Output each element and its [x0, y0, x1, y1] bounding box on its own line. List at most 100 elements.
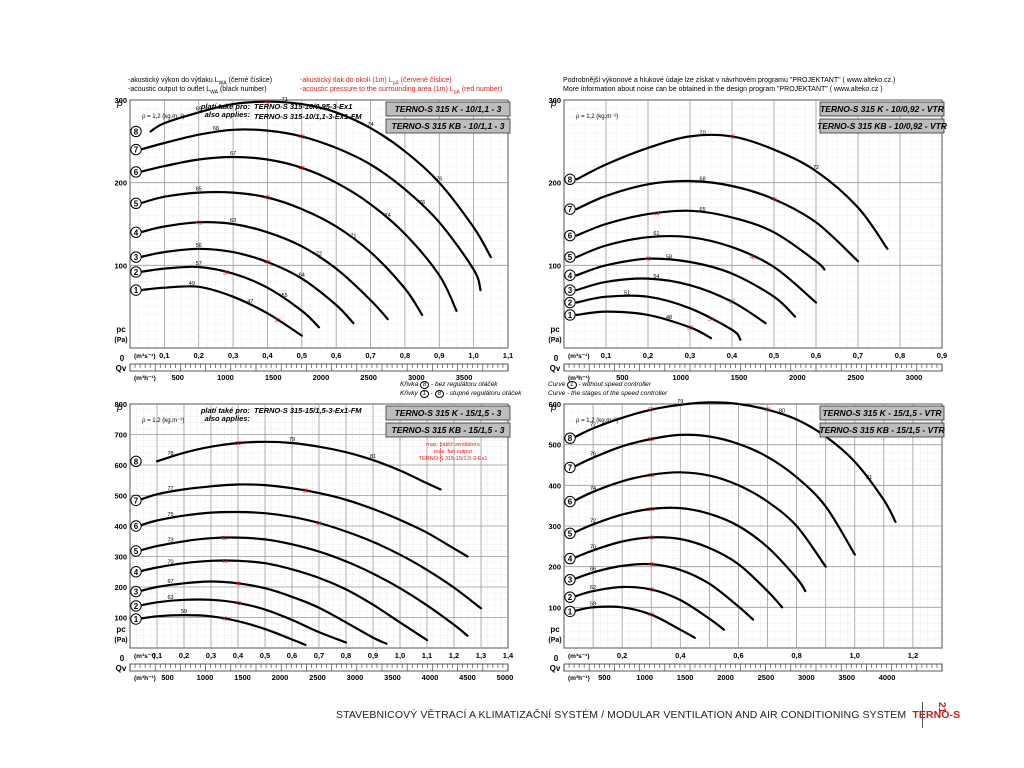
- y-axis-label: pc: [116, 325, 126, 334]
- y-tick-label: 300: [548, 522, 561, 531]
- curve-number-badge: [564, 461, 576, 474]
- y-tick-label: 500: [548, 441, 561, 450]
- curve-2: [575, 294, 742, 341]
- x-tick-m3s: 0,8: [791, 651, 801, 660]
- lpa-label: 46: [299, 166, 305, 172]
- lwa-label: 69: [196, 106, 202, 112]
- title-box: [385, 405, 511, 421]
- curve-number-badge: [130, 494, 142, 507]
- lwa-label: 66: [590, 566, 596, 572]
- curve-5: [571, 506, 807, 593]
- chart-title-2: TERNO-S 315 KB - 10/0,92 - VTR: [817, 121, 948, 131]
- curve-number-badge: [564, 495, 576, 508]
- lwa-label: 72: [590, 518, 596, 524]
- y-axis-label: pc: [550, 625, 560, 634]
- curve-2: [137, 598, 348, 644]
- y-tick-label: 100: [548, 261, 561, 270]
- x-tick-m3h: 3500: [384, 673, 401, 682]
- lwa-label: 76: [590, 452, 596, 458]
- curve-1: [575, 310, 713, 340]
- lpa-label: 56: [302, 489, 308, 495]
- lpa-label: 48: [299, 134, 305, 140]
- y-tick-label: 100: [548, 603, 561, 612]
- x-tick-m3h: 1000: [197, 673, 214, 682]
- curve-number-badge: [130, 125, 142, 138]
- y-axis-unit: (Pa): [114, 337, 127, 344]
- x-tick-m3s: 1,0: [395, 651, 405, 660]
- curve-number-badge: [130, 455, 142, 468]
- curve-number-label: 1: [134, 615, 139, 624]
- also-label-en: also applies:: [205, 414, 251, 423]
- x-tick-m3h: 1500: [677, 673, 694, 682]
- x-tick-m3s: 0,5: [769, 351, 779, 360]
- x-tick-m3h: 1500: [731, 373, 748, 382]
- x-tick-m3h: 5000: [497, 673, 514, 682]
- density-note: ρ = 1,2 (kg.m⁻³): [576, 114, 618, 120]
- x-tick-m3s: 0,9: [937, 351, 947, 360]
- curve-number-badge: [130, 166, 142, 178]
- x-unit-m3h: (m³h⁻¹): [568, 375, 590, 382]
- lpa-label: 57: [648, 408, 654, 414]
- x-unit-m3h: (m³h⁻¹): [568, 675, 590, 682]
- x-tick-m3h: 1000: [636, 673, 653, 682]
- legend-cz-curves-1-8: Křivky 1 - 8 - stupně regulátoru otáček: [400, 390, 522, 398]
- page-number: 21: [922, 702, 947, 728]
- y-tick-label: 600: [548, 400, 561, 409]
- lwa-label: 79: [289, 437, 295, 443]
- lpa-label: 44: [653, 211, 659, 217]
- curve-number-label: 2: [568, 299, 573, 308]
- lwa-label: 70: [167, 559, 173, 565]
- curve-1: [137, 613, 307, 646]
- lpa-label: 29: [687, 325, 693, 331]
- x-tick-m3s: 0,7: [365, 351, 375, 360]
- lwa-label: 47: [247, 299, 253, 305]
- x-tick-m3h: 1000: [672, 373, 689, 382]
- curve-number-badge: [564, 251, 576, 263]
- x-tick-m3s: 0,5: [260, 651, 270, 660]
- lpa-label: 43: [235, 601, 241, 607]
- lwa-label: 79: [677, 399, 683, 405]
- lpa-label: 49: [264, 100, 270, 106]
- lwa-label: 55: [282, 293, 288, 299]
- lwa-label: 51: [624, 291, 630, 297]
- curve-8: [575, 133, 889, 250]
- title-box-2: [385, 118, 511, 134]
- lwa-label: 72: [813, 165, 819, 171]
- header-right-line2: More information about noise can be obta…: [563, 86, 883, 93]
- curve-number-label: 5: [568, 253, 573, 262]
- chart-title-2: TERNO-S 315 KB - 15/1,5 - 3: [392, 425, 505, 435]
- lwa-label: 77: [167, 486, 173, 492]
- curve-number-badge: [564, 591, 576, 603]
- lwa-label: 72: [316, 251, 322, 257]
- lwa-label: 75: [167, 512, 173, 518]
- y-tick-label: 200: [114, 583, 127, 592]
- chart-title: TERNO-S 315 K - 10/0,92 - VTR: [820, 104, 945, 114]
- curve-number-label: 8: [134, 127, 139, 136]
- lpa-label: 45: [264, 196, 270, 202]
- legend-en-curves-1-8: Curve - the stages of the speed controll…: [548, 390, 668, 397]
- lpa-label: 51: [648, 507, 654, 513]
- x-tick-m3s: 1,3: [476, 651, 486, 660]
- lwa-label: 49: [189, 281, 195, 287]
- header-right-line1: Podrobnější výkonové a hlukové údaje lze…: [563, 77, 896, 84]
- lwa-label: 63: [230, 218, 236, 224]
- curve-number-badge: [564, 527, 576, 540]
- curve-number-badge: [130, 266, 142, 278]
- chart-title: TERNO-S 315 K - 15/1,5 - 3: [395, 408, 502, 418]
- lwa-label: 77: [590, 422, 596, 428]
- curve-number-badge: [130, 143, 142, 156]
- curve-number-label: 1: [568, 311, 573, 320]
- curve-number-label: 5: [134, 547, 139, 556]
- header-left-line2-black: -acoustic output to outlet LWA (black nu…: [128, 86, 267, 96]
- curve-number-badge: [564, 605, 576, 618]
- density-note: ρ = 1,2 (kg.m⁻³): [142, 114, 184, 120]
- curve-number-badge: [130, 585, 142, 598]
- curve-number-badge: [130, 613, 142, 625]
- x-tick-m3h: 4500: [459, 673, 476, 682]
- y-axis-unit: (Pa): [548, 337, 561, 344]
- x-tick-m3s: 1,0: [850, 651, 860, 660]
- curve-number-label: 8: [568, 175, 573, 184]
- max-output-note: TERNO-S 315-15/1,5-3-Ex1: [419, 456, 488, 462]
- curve-number-badge: [564, 552, 576, 565]
